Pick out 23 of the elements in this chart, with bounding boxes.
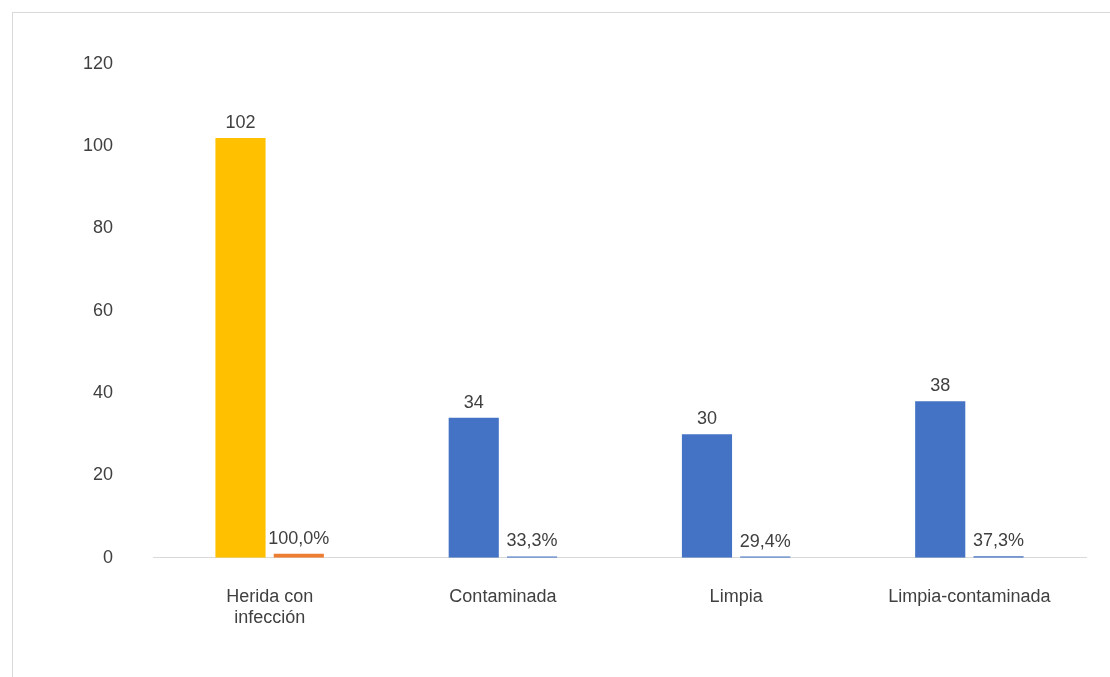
bar xyxy=(681,434,733,558)
y-tick-label: 0 xyxy=(103,546,114,567)
bar xyxy=(915,401,966,558)
bar xyxy=(215,137,266,558)
data-label: 29,4% xyxy=(739,530,791,551)
y-tick-label: 40 xyxy=(93,382,114,403)
x-tick-label: Limpia xyxy=(709,585,764,606)
x-tick-label: Limpia-contaminada xyxy=(888,585,1052,606)
data-label: 38 xyxy=(930,375,951,396)
data-label: 102 xyxy=(225,111,256,132)
data-label: 30 xyxy=(696,408,717,429)
data-label: 100,0% xyxy=(268,527,330,548)
y-tick-label: 120 xyxy=(82,52,114,73)
y-tick-label: 20 xyxy=(93,464,114,485)
data-label: 37,3% xyxy=(973,530,1025,551)
x-tick-label: Herida con infección xyxy=(226,585,314,628)
y-tick-label: 80 xyxy=(93,217,114,238)
data-label: 34 xyxy=(463,391,484,412)
y-tick-label: 60 xyxy=(93,299,114,320)
data-label: 33,3% xyxy=(506,530,558,551)
y-tick-label: 100 xyxy=(82,135,114,156)
bar xyxy=(448,417,499,558)
x-tick-label: Contaminada xyxy=(449,585,558,606)
